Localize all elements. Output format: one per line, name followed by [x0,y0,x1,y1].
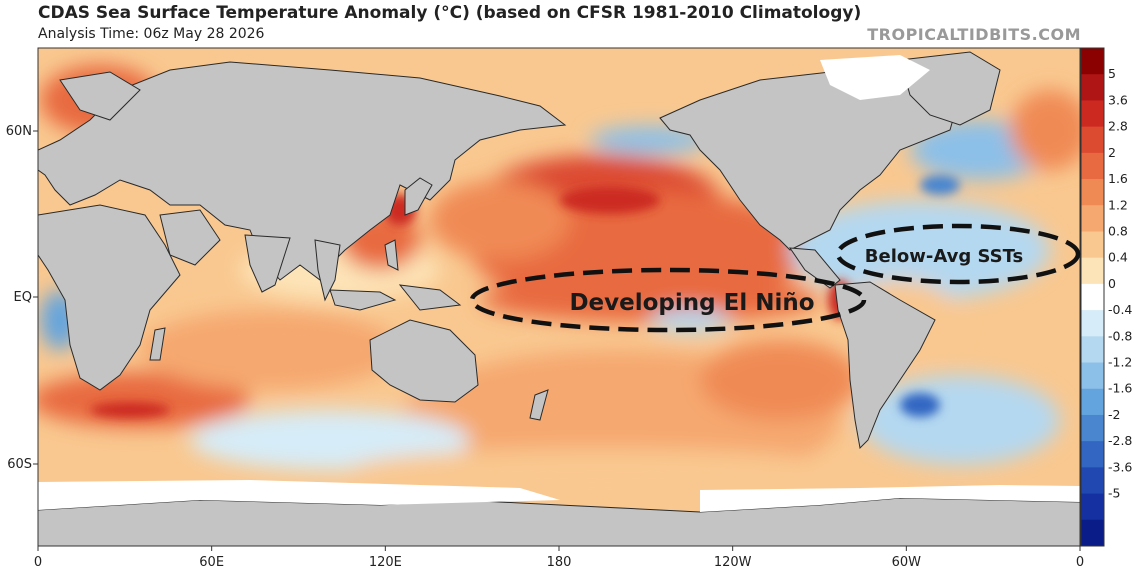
colorbar-swatch [1081,519,1104,547]
colorbar-swatch [1081,467,1104,495]
y-tick-label: EQ [14,290,32,305]
colorbar-label: -5 [1108,486,1120,501]
colorbar-label: -0.8 [1108,328,1132,343]
colorbar-label: -1.2 [1108,355,1132,370]
colorbar-swatch [1081,336,1104,364]
map-title: CDAS Sea Surface Temperature Anomaly (°C… [38,3,862,23]
colorbar-swatch [1081,257,1104,285]
y-axis: 60N EQ 60S [6,124,38,472]
x-tick-label: 60W [892,555,922,570]
colorbar-label: -1.6 [1108,381,1132,396]
x-tick-label: 60E [199,555,224,570]
colorbar-label: 0.4 [1108,250,1128,265]
colorbar: 5 3.6 2.8 2 1.6 1.2 0.8 0.4 0 -0.4 -0.8 -1.2 -1.6 -2 -… [1080,47,1132,547]
colorbar-swatch [1081,179,1104,206]
x-tick-label: 0 [1076,555,1084,570]
site-credit: TROPICALTIDBITS.COM [867,25,1081,44]
x-tick-label: 120E [369,555,402,570]
colorbar-swatch [1081,493,1104,521]
x-tick-label: 180 [547,555,572,570]
land-masses [38,51,1080,546]
x-axis: 0 60E 120E 180 120W 60W 0 [34,546,1084,570]
colorbar-swatch [1081,205,1104,232]
colorbar-swatch [1081,283,1104,311]
colorbar-swatch [1081,362,1104,390]
colorbar-label: 0.8 [1108,223,1128,238]
colorbar-swatch [1081,310,1104,337]
sea-ice [38,55,1080,512]
colorbar-label: -0.4 [1108,302,1132,317]
colorbar-label: 1.2 [1108,197,1128,212]
colorbar-swatch [1081,74,1104,101]
el-nino-label: Developing El Niño [569,290,814,316]
colorbar-swatch [1081,48,1104,75]
colorbar-label: 5 [1108,66,1116,81]
colorbar-label: 1.6 [1108,171,1128,186]
colorbar-swatch [1081,388,1104,416]
colorbar-swatch [1081,126,1104,154]
el-nino-outline [469,267,867,333]
analysis-time: Analysis Time: 06z May 28 2026 [38,26,265,42]
colorbar-swatch [1081,152,1104,180]
colorbar-label: 3.6 [1108,92,1128,107]
colorbar-label: 2 [1108,145,1116,160]
colorbar-swatch [1081,231,1104,259]
colorbar-label: -2 [1108,407,1120,422]
colorbar-label: 2.8 [1108,119,1128,134]
map-field [38,48,1080,546]
colorbar-label: -2.8 [1108,433,1132,448]
colorbar-frame [1080,47,1105,547]
colorbar-label: 0 [1108,276,1116,291]
y-tick-label: 60N [6,124,32,139]
colorbar-swatch [1081,414,1104,442]
colorbar-swatch [1081,100,1104,128]
y-tick-label: 60S [7,457,32,472]
x-tick-label: 120W [714,555,752,570]
colorbar-label: -3.6 [1108,459,1132,474]
below-avg-label: Below-Avg SSTs [865,246,1023,267]
below-avg-outline [835,223,1081,285]
colorbar-swatch [1081,441,1104,468]
x-tick-label: 0 [34,555,42,570]
